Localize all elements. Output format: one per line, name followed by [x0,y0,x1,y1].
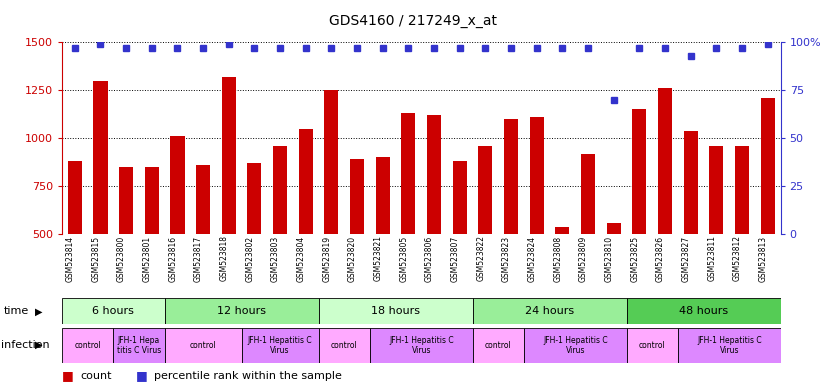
Text: GSM523813: GSM523813 [759,235,767,281]
Text: GSM523809: GSM523809 [579,235,588,282]
Text: GSM523817: GSM523817 [194,235,203,281]
Bar [164,298,319,324]
Bar [119,167,133,330]
Bar [350,159,364,330]
Bar [93,81,107,330]
Text: GSM523816: GSM523816 [169,235,178,281]
Bar [606,223,621,330]
Bar [427,115,441,330]
Bar [62,298,164,324]
Text: GSM523810: GSM523810 [605,235,614,281]
Bar [164,328,241,363]
Text: 6 hours: 6 hours [93,306,134,316]
Bar [299,129,313,330]
Bar [319,298,472,324]
Text: JFH-1 Hepatitis C
Virus: JFH-1 Hepatitis C Virus [543,336,608,355]
Text: GSM523820: GSM523820 [348,235,357,281]
Text: GDS4160 / 217249_x_at: GDS4160 / 217249_x_at [329,14,497,28]
Text: GSM523808: GSM523808 [553,235,563,281]
Bar [684,131,698,330]
Text: GSM523814: GSM523814 [66,235,75,281]
Bar [678,328,781,363]
Text: 12 hours: 12 hours [217,306,266,316]
Text: control: control [190,341,216,350]
Text: GSM523819: GSM523819 [322,235,331,281]
Text: GSM523825: GSM523825 [630,235,639,281]
Text: percentile rank within the sample: percentile rank within the sample [154,371,342,381]
Bar [145,167,159,330]
Text: GSM523801: GSM523801 [143,235,152,281]
Bar [658,88,672,330]
Text: GSM523800: GSM523800 [117,235,126,282]
Text: GSM523824: GSM523824 [528,235,537,281]
Bar [196,165,210,330]
Text: control: control [74,341,101,350]
Bar [555,227,569,330]
Bar [319,328,370,363]
Text: GSM523821: GSM523821 [373,235,382,281]
Bar [62,328,113,363]
Bar [370,328,472,363]
Bar [761,98,775,330]
Text: infection: infection [1,340,50,350]
Text: ▶: ▶ [35,306,42,316]
Bar [524,328,627,363]
Text: GSM523803: GSM523803 [271,235,280,282]
Text: GSM523815: GSM523815 [92,235,101,281]
Bar [710,146,724,330]
Text: JFH-1 Hepa
titis C Virus: JFH-1 Hepa titis C Virus [116,336,161,355]
Text: GSM523827: GSM523827 [681,235,691,281]
Text: 18 hours: 18 hours [371,306,420,316]
Bar [241,328,319,363]
Text: time: time [4,306,30,316]
Text: JFH-1 Hepatitis C
Virus: JFH-1 Hepatitis C Virus [389,336,453,355]
Text: GSM523807: GSM523807 [451,235,460,282]
Text: control: control [331,341,358,350]
Text: 24 hours: 24 hours [525,306,574,316]
Text: GSM523806: GSM523806 [425,235,434,282]
Bar [453,161,467,330]
Bar [472,328,524,363]
Bar [633,109,647,330]
Bar [627,328,678,363]
Text: JFH-1 Hepatitis C
Virus: JFH-1 Hepatitis C Virus [697,336,762,355]
Text: GSM523812: GSM523812 [733,235,742,281]
Bar [735,146,749,330]
Text: control: control [485,341,511,350]
Bar [472,298,627,324]
Text: control: control [638,341,666,350]
Text: ■: ■ [136,369,148,382]
Bar [170,136,184,330]
Text: count: count [80,371,112,381]
Text: GSM523822: GSM523822 [477,235,486,281]
Text: ▶: ▶ [35,340,42,350]
Bar [529,117,544,330]
Bar [401,113,415,330]
Text: GSM523802: GSM523802 [245,235,254,281]
Bar [68,161,82,330]
Text: ■: ■ [62,369,74,382]
Text: GSM523826: GSM523826 [656,235,665,281]
Text: 48 hours: 48 hours [679,306,729,316]
Text: JFH-1 Hepatitis C
Virus: JFH-1 Hepatitis C Virus [248,336,312,355]
Text: GSM523823: GSM523823 [502,235,511,281]
Text: GSM523804: GSM523804 [297,235,306,282]
Bar [325,90,339,330]
Bar [247,163,262,330]
Bar [221,77,236,330]
Bar [113,328,164,363]
Bar [627,298,781,324]
Bar [376,157,390,330]
Text: GSM523805: GSM523805 [400,235,408,282]
Text: GSM523811: GSM523811 [707,235,716,281]
Bar [581,154,596,330]
Text: GSM523818: GSM523818 [220,235,229,281]
Bar [478,146,492,330]
Bar [504,119,518,330]
Bar [273,146,287,330]
